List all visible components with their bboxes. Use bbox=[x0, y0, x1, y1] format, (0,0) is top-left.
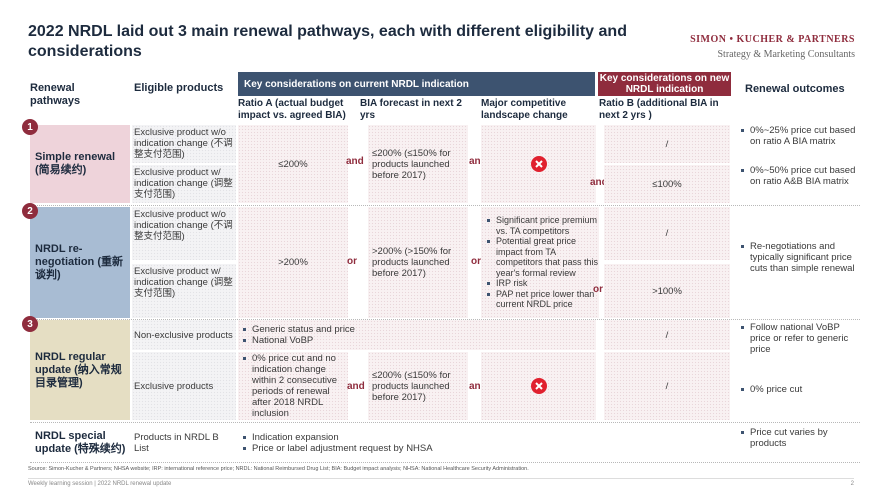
link: and bbox=[590, 177, 608, 188]
cross bbox=[530, 156, 547, 172]
bullet: Price cut varies by products bbox=[741, 427, 858, 449]
bia-forecast: ≤200% (≤150% for products launched befor… bbox=[368, 352, 468, 420]
row-separator bbox=[30, 462, 860, 463]
bullet: Follow national VoBP price or refer to g… bbox=[741, 322, 858, 355]
competitive: Significant price premium vs. TA competi… bbox=[481, 207, 599, 318]
bullet-list: Significant price premium vs. TA competi… bbox=[484, 215, 599, 310]
link: or bbox=[471, 256, 481, 267]
footer-line bbox=[28, 478, 854, 479]
cross-icon bbox=[481, 125, 596, 203]
outcome: 0%~25% price cut based on ratio A BIA ma… bbox=[738, 125, 858, 147]
product: Exclusive product w/o indication change … bbox=[132, 125, 236, 163]
pathway: Simple renewal (简易续约) bbox=[30, 125, 130, 203]
session: Weekly learning session | 2022 NRDL rene… bbox=[28, 481, 172, 487]
bullet: Indication expansion bbox=[243, 432, 433, 443]
col-header: Ratio B (additional BIA in next 2 yrs ) bbox=[599, 98, 719, 121]
ratio-a: >200% bbox=[238, 207, 348, 318]
step-number: 3 bbox=[22, 316, 38, 332]
ratio-b: / bbox=[604, 207, 730, 260]
col-header: Ratio A (actual budget impact vs. agreed… bbox=[238, 98, 346, 121]
col-header: Renewal pathways bbox=[30, 82, 81, 107]
bullet: PAP net price lower than current NRDL pr… bbox=[487, 289, 599, 310]
link: and bbox=[346, 156, 364, 167]
bullet: Significant price premium vs. TA competi… bbox=[487, 215, 598, 236]
product: Non-exclusive products bbox=[132, 320, 236, 350]
pathway: NRDL regular update (纳入常规目录管理) bbox=[30, 320, 130, 420]
cross-icon bbox=[481, 352, 596, 420]
step-number: 1 bbox=[22, 119, 38, 135]
ratio-b: ≤100% bbox=[604, 165, 730, 203]
bullet: 0%~50% price cut based on ratio A&B BIA … bbox=[741, 165, 858, 187]
considerations: Indication expansion Price or label adjus… bbox=[238, 425, 596, 460]
bullet-list: Price cut varies by products bbox=[738, 427, 858, 449]
bullet: Price or label adjustment request by NHS… bbox=[243, 442, 433, 454]
pathway: NRDL special update (特殊续约) bbox=[35, 429, 126, 455]
title: 2022 NRDL laid out 3 main renewal pathwa… bbox=[28, 23, 627, 60]
outcome: 0% price cut bbox=[738, 384, 858, 395]
bullet: 0%~25% price cut based on ratio A BIA ma… bbox=[741, 125, 858, 147]
outcomes: Price cut varies by products bbox=[738, 427, 858, 449]
product: Exclusive product w/ indication change (… bbox=[132, 264, 236, 318]
ratio-b: / bbox=[604, 125, 730, 163]
group-header: Key considerations on new NRDL indicatio… bbox=[598, 72, 731, 96]
bullet: Generic status and price bbox=[243, 324, 355, 335]
bullet-list: 0%~25% price cut based on ratio A BIA ma… bbox=[738, 125, 858, 147]
product: Exclusive product w/ indication change (… bbox=[132, 165, 236, 203]
bullet-list: Generic status and price National VoBP bbox=[240, 324, 355, 346]
considerations: Generic status and price National VoBP bbox=[238, 320, 596, 350]
bullet-list: 0% price cut and no indication change wi… bbox=[240, 353, 346, 419]
link: and bbox=[347, 381, 365, 392]
bullet: IRP risk bbox=[487, 278, 599, 289]
tagline: Strategy & Marketing Consultants bbox=[717, 49, 856, 60]
bullet-list: 0%~50% price cut based on ratio A&B BIA … bbox=[738, 165, 858, 187]
page-number: 2 bbox=[850, 481, 854, 487]
step-number: 2 bbox=[22, 203, 38, 219]
col-header: BIA forecast in next 2 yrs bbox=[360, 98, 462, 121]
col-header: Major competitive landscape change bbox=[481, 98, 568, 121]
link: or bbox=[347, 256, 357, 267]
bullet: Re-negotiations and typically significan… bbox=[741, 241, 858, 274]
source: Source: Simon-Kucher & Partners; NHSA we… bbox=[28, 466, 529, 472]
link: or bbox=[593, 284, 603, 295]
product: Exclusive products bbox=[132, 352, 236, 420]
row-separator bbox=[30, 422, 860, 423]
bullet: National VoBP bbox=[243, 335, 355, 346]
bullet: 0% price cut bbox=[741, 384, 858, 395]
bullet-list: Re-negotiations and typically significan… bbox=[738, 241, 858, 274]
bullet-list: Follow national VoBP price or refer to g… bbox=[738, 322, 858, 355]
link: and bbox=[469, 156, 487, 167]
brand: SIMON • KUCHER & PARTNERS bbox=[690, 34, 855, 45]
col-header: Eligible products bbox=[134, 82, 224, 94]
ratio-b: >100% bbox=[604, 264, 730, 318]
row-separator bbox=[30, 205, 860, 206]
outcome: Follow national VoBP price or refer to g… bbox=[738, 322, 858, 355]
bullet-list: 0% price cut bbox=[738, 384, 858, 395]
ratio-a: ≤200% bbox=[238, 125, 348, 203]
col-header: Renewal outcomes bbox=[745, 83, 845, 95]
bia-forecast: ≤200% (≤150% for products launched befor… bbox=[368, 125, 468, 203]
product: Exclusive product w/o indication change … bbox=[132, 207, 236, 260]
outcomes: Re-negotiations and typically significan… bbox=[738, 241, 858, 274]
bullet-list: Indication expansion Price or label adjus… bbox=[240, 432, 433, 454]
outcome: 0%~50% price cut based on ratio A&B BIA … bbox=[738, 165, 858, 187]
cross bbox=[530, 378, 547, 394]
ratio-b: / bbox=[604, 352, 730, 420]
pathway: NRDL re-negotiation (重新谈判) bbox=[30, 207, 130, 318]
ratio-a: 0% price cut and no indication change wi… bbox=[238, 352, 348, 420]
bullet: Potential great price impact from TA com… bbox=[487, 236, 599, 278]
product: Products in NRDL B List bbox=[134, 431, 219, 454]
ratio-b: / bbox=[604, 320, 730, 350]
link: and bbox=[469, 381, 487, 392]
bia-forecast: >200% (>150% for products launched befor… bbox=[368, 207, 468, 318]
row-separator bbox=[30, 319, 860, 320]
bullet: 0% price cut and no indication change wi… bbox=[243, 353, 346, 419]
group-header: Key considerations on current NRDL indic… bbox=[238, 72, 595, 96]
